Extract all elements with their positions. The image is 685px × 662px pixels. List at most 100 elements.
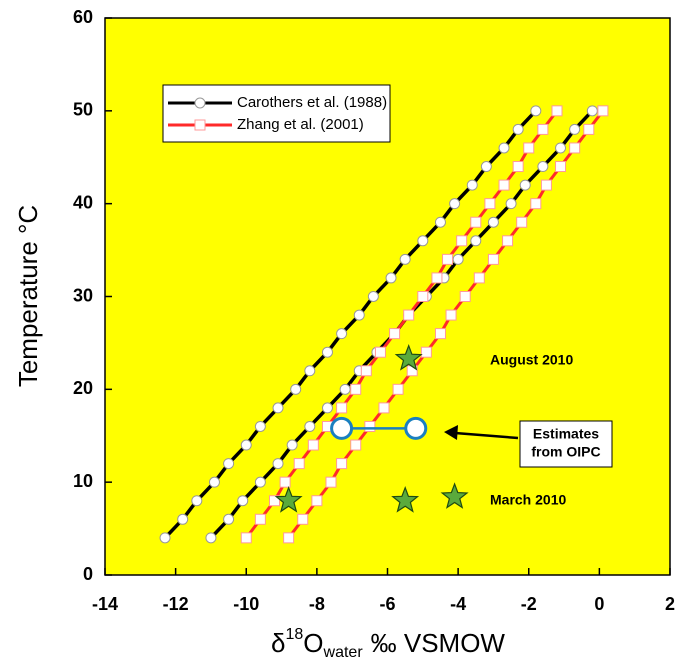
marker: [254, 513, 266, 525]
legend: [162, 84, 391, 143]
marker: [385, 272, 397, 284]
y-tick-label: 60: [73, 7, 93, 27]
oipc-point: [404, 416, 428, 440]
marker: [555, 161, 567, 173]
marker: [254, 420, 266, 432]
y-tick-label: 20: [73, 378, 93, 398]
marker: [374, 346, 386, 358]
x-label-part: ‰ VSMOW: [371, 628, 506, 658]
marker: [378, 402, 390, 414]
data-layer: [159, 105, 609, 544]
annotation: from OIPC: [531, 444, 600, 460]
marker: [272, 402, 284, 414]
marker: [586, 105, 598, 117]
marker: [304, 420, 316, 432]
marker: [339, 383, 351, 395]
marker: [434, 216, 446, 228]
x-tick-label: -14: [92, 594, 118, 614]
marker: [431, 272, 443, 284]
marker: [452, 253, 464, 265]
marker: [540, 179, 552, 191]
star: [394, 343, 423, 371]
marker: [555, 142, 567, 154]
arrow: [454, 431, 519, 440]
marker: [283, 532, 295, 544]
marker: [512, 123, 524, 135]
marker: [480, 161, 492, 173]
marker: [350, 383, 362, 395]
x-tick-label: 0: [594, 594, 604, 614]
marker: [350, 439, 362, 451]
y-tick-label: 40: [73, 192, 93, 212]
marker: [360, 365, 372, 377]
marker: [484, 198, 496, 210]
star: [440, 482, 469, 509]
marker: [417, 291, 429, 302]
marker: [159, 532, 171, 544]
marker: [470, 235, 482, 247]
x-label-part: δ: [271, 628, 285, 658]
marker: [279, 476, 291, 488]
marker: [597, 105, 609, 117]
marker: [223, 458, 235, 470]
y-tick-label: 10: [73, 471, 93, 491]
marker: [353, 309, 365, 321]
y-axis-label: Temperature °C: [13, 205, 43, 387]
marker: [445, 309, 457, 321]
x-tick-label: -6: [379, 594, 395, 614]
x-tick-label: -2: [521, 594, 537, 614]
marker: [456, 235, 468, 247]
marker: [473, 272, 485, 284]
marker: [399, 253, 411, 265]
marker: [569, 123, 581, 135]
marker: [449, 198, 461, 210]
marker: [311, 495, 323, 507]
marker: [498, 179, 510, 191]
marker: [269, 495, 280, 507]
marker: [240, 532, 252, 544]
marker: [223, 513, 235, 525]
marker: [502, 235, 514, 247]
marker: [290, 383, 302, 395]
marker: [389, 328, 401, 340]
marker: [272, 458, 284, 470]
marker: [336, 328, 348, 340]
marker: [434, 328, 446, 340]
marker: [466, 179, 478, 191]
marker: [325, 476, 337, 488]
marker: [237, 495, 249, 507]
marker: [537, 161, 549, 173]
marker: [487, 216, 499, 228]
marker: [505, 198, 517, 210]
marker: [392, 383, 404, 395]
x-tick-label: -4: [450, 594, 466, 614]
x-tick-label: 2: [665, 594, 675, 614]
arrow-head: [444, 425, 458, 440]
legend-label: Carothers et al. (1988): [237, 94, 387, 111]
marker: [191, 495, 203, 507]
annotation: August 2010: [490, 352, 573, 368]
marker: [177, 513, 189, 525]
y-tick-label: 30: [73, 285, 93, 305]
legend-label: Zhang et al. (2001): [237, 116, 364, 133]
marker: [530, 198, 542, 210]
y-tick-label: 0: [83, 564, 93, 584]
x-tick-label: -8: [309, 594, 325, 614]
marker: [417, 235, 429, 247]
marker: [569, 142, 581, 154]
x-tick-label: -10: [233, 594, 259, 614]
marker: [208, 476, 220, 488]
oipc-point: [330, 416, 354, 440]
annotation: March 2010: [490, 492, 566, 508]
marker: [523, 142, 535, 154]
marker: [470, 216, 482, 228]
marker: [297, 513, 309, 525]
marker: [240, 439, 252, 451]
marker: [194, 119, 206, 131]
marker: [194, 97, 206, 109]
marker: [205, 532, 217, 544]
marker: [487, 253, 499, 265]
x-tick-label: -12: [163, 594, 189, 614]
x-label-part: O: [303, 628, 323, 658]
